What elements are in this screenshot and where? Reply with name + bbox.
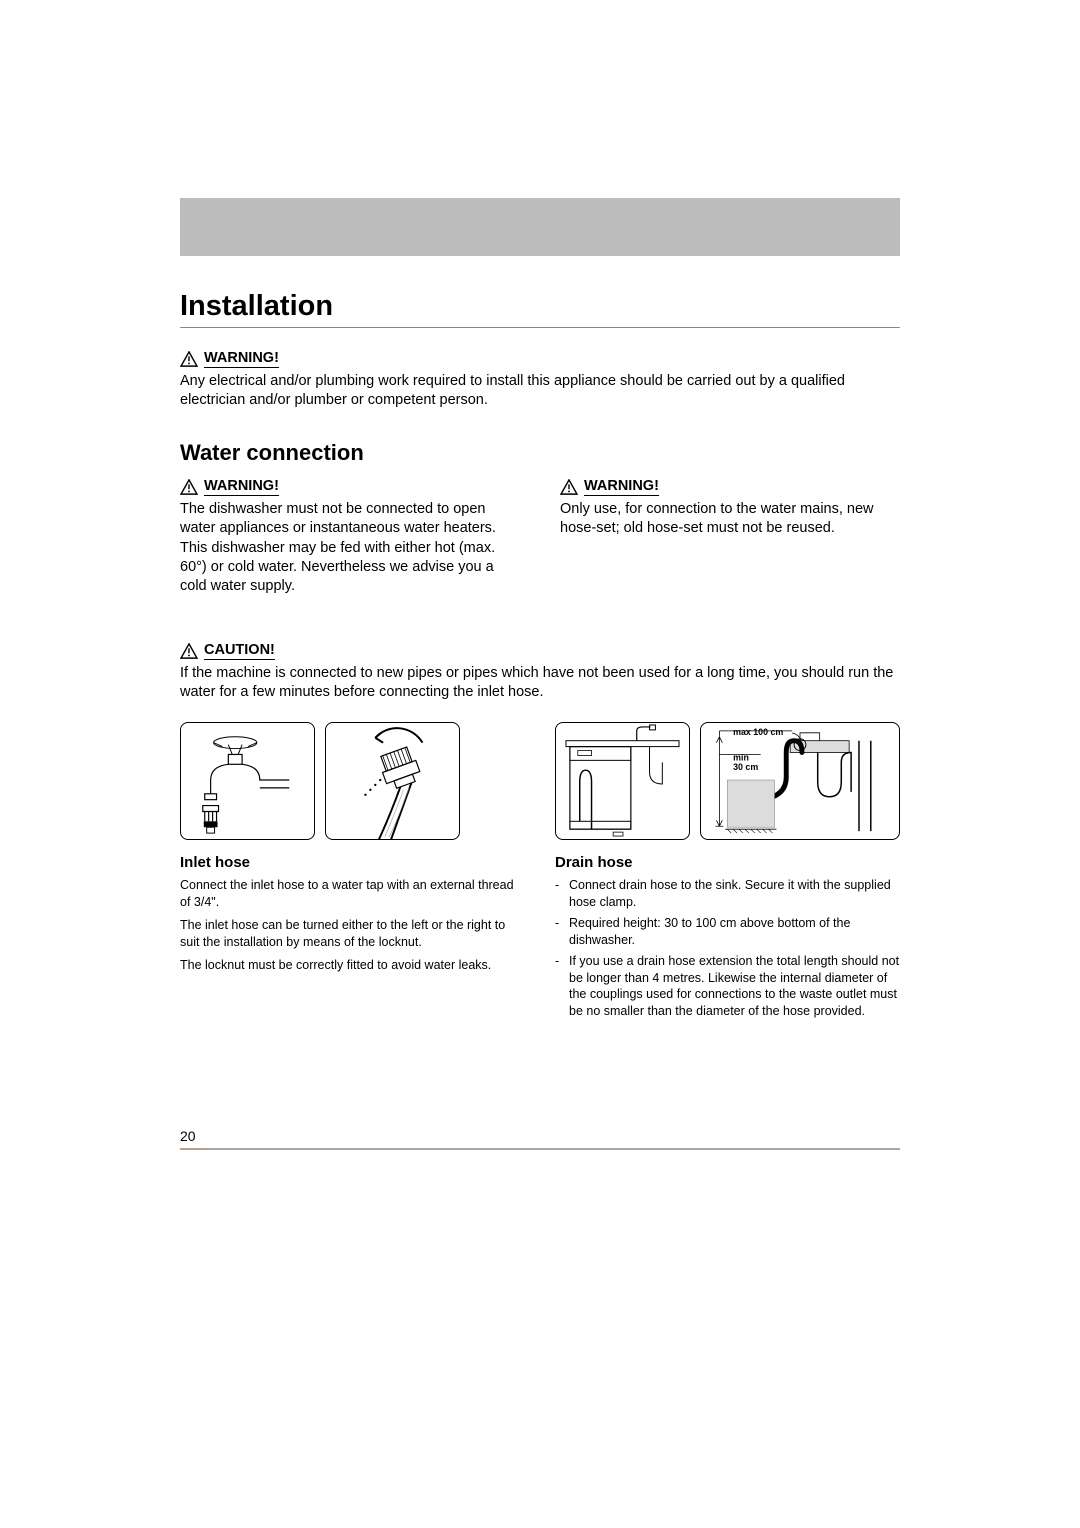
warning-3-label: WARNING! (584, 478, 659, 496)
max-label: max (733, 727, 751, 737)
svg-text:min: min (733, 752, 749, 762)
warning-1-text: Any electrical and/or plumbing work requ… (180, 372, 900, 410)
caution-header: CAUTION! (180, 642, 900, 660)
warning-triangle-icon (180, 479, 198, 495)
warning-1-label: WARNING! (204, 350, 279, 368)
header-gray-bar (180, 198, 900, 256)
footer-rule (180, 1148, 900, 1150)
drain-col: max 100 cm min 30 cm (555, 704, 900, 1024)
section-heading: Water connection (180, 440, 900, 466)
warning-triangle-icon (180, 643, 198, 659)
min-label: min (733, 752, 749, 762)
min-unit: cm (745, 762, 758, 772)
inlet-figure-hose (325, 722, 460, 840)
drain-figure-dimensions: max 100 cm min 30 cm (700, 722, 900, 840)
caution-text: If the machine is connected to new pipes… (180, 664, 900, 702)
warning-2-header: WARNING! (180, 478, 520, 496)
warning-triangle-icon (560, 479, 578, 495)
drain-li1: Connect drain hose to the sink. Secure i… (555, 877, 900, 911)
drain-figure-sink (555, 722, 690, 840)
warning-triangle-icon (180, 351, 198, 367)
warning-2-label: WARNING! (204, 478, 279, 496)
warning-2-text: The dishwasher must not be connected to … (180, 500, 520, 596)
drain-li3: If you use a drain hose extension the to… (555, 953, 900, 1021)
drain-figures: max 100 cm min 30 cm (555, 722, 900, 840)
warning-columns: WARNING! The dishwasher must not be conn… (180, 478, 900, 596)
min-val: 30 (733, 762, 743, 772)
max-unit: cm (770, 727, 783, 737)
drain-li2: Required height: 30 to 100 cm above bott… (555, 915, 900, 949)
inlet-p2: The inlet hose can be turned either to t… (180, 917, 515, 951)
warning-right-col: WARNING! Only use, for connection to the… (560, 478, 900, 596)
warning-3-header: WARNING! (560, 478, 900, 496)
warning-left-col: WARNING! The dishwasher must not be conn… (180, 478, 520, 596)
svg-text:30 cm: 30 cm (733, 762, 758, 772)
hose-columns: Inlet hose Connect the inlet hose to a w… (180, 704, 900, 1024)
title-rule (180, 327, 900, 328)
drain-heading: Drain hose (555, 854, 900, 871)
inlet-col: Inlet hose Connect the inlet hose to a w… (180, 704, 515, 1024)
page-number: 20 (180, 1128, 196, 1144)
inlet-p3: The locknut must be correctly fitted to … (180, 957, 515, 974)
svg-text:max 100 cm: max 100 cm (733, 727, 783, 737)
max-val: 100 (753, 727, 768, 737)
drain-list: Connect drain hose to the sink. Secure i… (555, 877, 900, 1020)
page-content: Installation WARNING! Any electrical and… (180, 290, 900, 1024)
inlet-figure-tap (180, 722, 315, 840)
page-title: Installation (180, 290, 900, 323)
inlet-figures (180, 722, 515, 840)
warning-1-header: WARNING! (180, 350, 900, 368)
warning-3-text: Only use, for connection to the water ma… (560, 500, 900, 538)
inlet-p1: Connect the inlet hose to a water tap wi… (180, 877, 515, 911)
inlet-heading: Inlet hose (180, 854, 515, 871)
inlet-body: Connect the inlet hose to a water tap wi… (180, 877, 515, 973)
caution-label: CAUTION! (204, 642, 275, 660)
